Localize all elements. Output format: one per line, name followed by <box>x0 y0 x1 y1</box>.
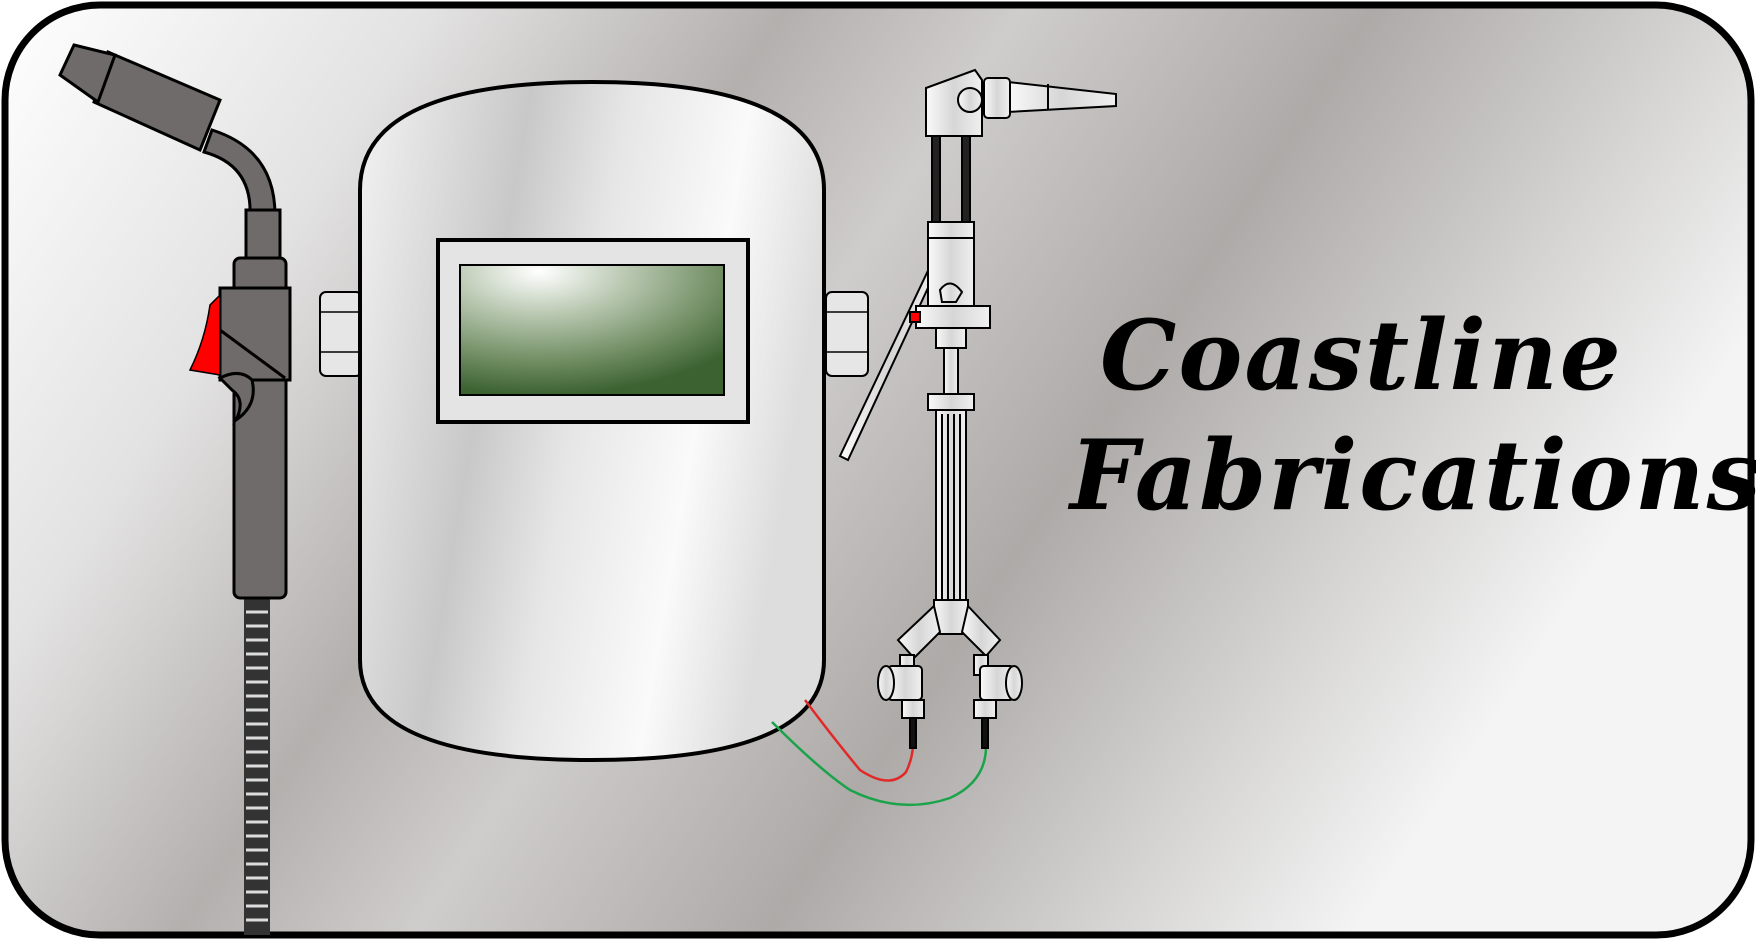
title-line-coastline: Coastline <box>1100 299 1623 412</box>
mig-welding-gun-icon <box>58 43 292 935</box>
title-line-fabrications: Fabrications <box>1070 419 1756 532</box>
hose-red <box>804 699 915 782</box>
company-title: Coastline Fabrications <box>1070 285 1756 545</box>
oxy-acetylene-torch-icon <box>838 68 1117 749</box>
hose-green <box>771 721 988 807</box>
welding-helmet-icon <box>319 79 869 763</box>
